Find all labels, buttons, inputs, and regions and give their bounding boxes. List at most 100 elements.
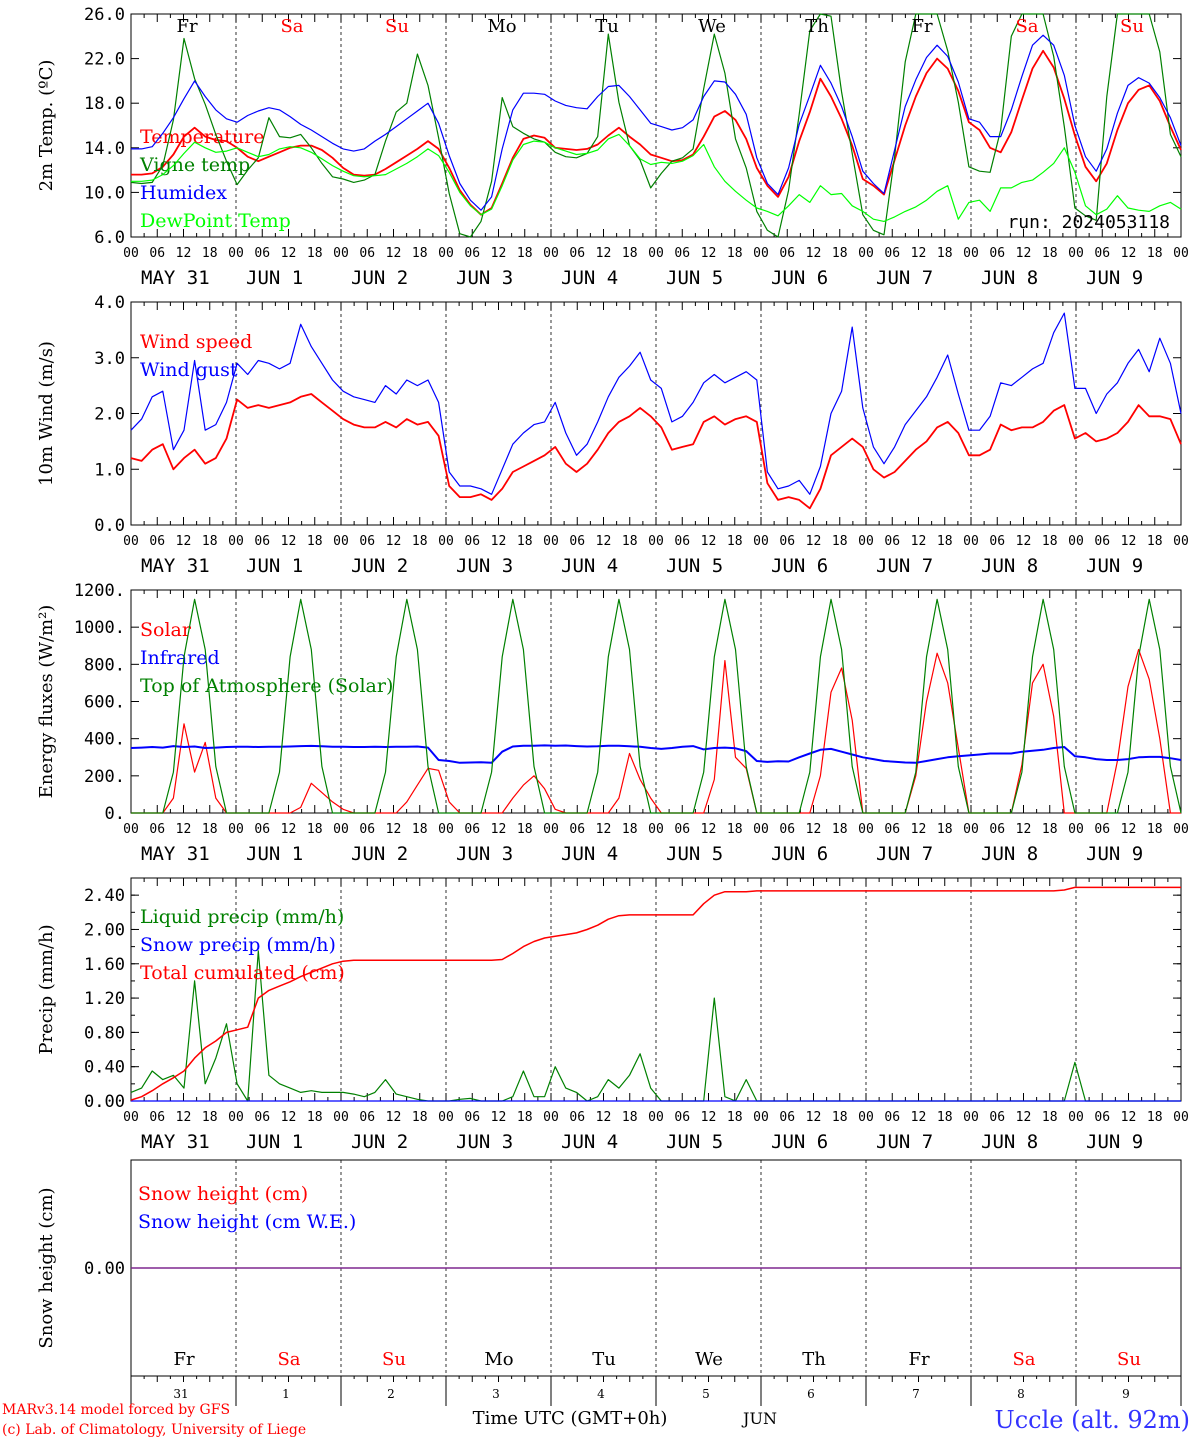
- x-hour-label: 06: [359, 534, 375, 549]
- x-hour-label: 00: [858, 246, 874, 261]
- x-hour-label: 18: [727, 1110, 743, 1125]
- x-hour-label: 12: [701, 822, 717, 837]
- y-tick-label: 200.: [84, 767, 125, 787]
- x-hour-label: 18: [937, 1110, 953, 1125]
- x-hour-label: 00: [438, 822, 454, 837]
- x-hour-label: 06: [779, 534, 795, 549]
- series-line-1: [130, 393, 1182, 510]
- y-tick-label: 0.00: [84, 1092, 125, 1112]
- x-hour-label: 12: [491, 534, 507, 549]
- x-hour-label: 06: [254, 246, 270, 261]
- y-tick-label: 22.0: [84, 50, 125, 70]
- x-hour-label: 00: [1068, 1110, 1084, 1125]
- bottom-weekday-label: Sa: [1012, 1349, 1035, 1370]
- x-date-label: JUN 5: [666, 267, 723, 289]
- x-hour-label: 00: [228, 246, 244, 261]
- x-hour-label: 00: [123, 534, 139, 549]
- x-hour-label: 12: [386, 1110, 402, 1125]
- x-hour-label: 18: [622, 246, 638, 261]
- bottom-day-number: 1: [282, 1387, 290, 1401]
- x-date-label: JUN 4: [561, 1131, 618, 1153]
- x-date-label: JUN 3: [456, 555, 513, 577]
- x-hour-label: 00: [438, 534, 454, 549]
- x-hour-label: 06: [779, 822, 795, 837]
- x-hour-label: 06: [569, 1110, 585, 1125]
- x-hour-label: 18: [412, 534, 428, 549]
- x-hour-label: 12: [806, 246, 822, 261]
- bottom-weekday-label: We: [695, 1349, 723, 1370]
- weekday-label: Th: [805, 16, 829, 37]
- x-hour-label: 12: [596, 534, 612, 549]
- x-hour-label: 06: [464, 534, 480, 549]
- x-hour-label: 12: [386, 246, 402, 261]
- y-tick-label: 1000.: [74, 618, 125, 638]
- y-tick-label: 14.0: [84, 139, 125, 159]
- bottom-weekday-label: Fr: [173, 1349, 194, 1370]
- x-date-label: JUN 6: [771, 1131, 828, 1153]
- x-hour-label: 00: [753, 534, 769, 549]
- y-tick-label: 0.80: [84, 1023, 125, 1043]
- bottom-day-number: 31: [173, 1387, 188, 1401]
- weekday-label: Tu: [595, 16, 619, 37]
- x-hour-label: 06: [989, 534, 1005, 549]
- x-hour-label: 18: [202, 246, 218, 261]
- x-date-label: JUN 4: [561, 555, 618, 577]
- y-tick-label: 800.: [84, 655, 125, 675]
- weekday-label: Sa: [1015, 16, 1038, 37]
- x-hour-label: 12: [1121, 534, 1137, 549]
- x-hour-label: 06: [254, 822, 270, 837]
- series-line-3: [131, 34, 1182, 211]
- x-hour-label: 06: [779, 246, 795, 261]
- y-tick-label: 1.20: [84, 989, 125, 1009]
- panel-1: 26.0 22.0 18.0 14.0 10.0 6.0 2m Temp. (ºC) Temp…: [36, 5, 1189, 289]
- bottom-date-strip: Fr Sa Su Mo Tu We Th Fr Sa Su 31 1 2 3 4 5 6 7 8 9: [130, 1349, 1182, 1406]
- x-date-label: JUN 7: [876, 267, 933, 289]
- x-hour-label: 06: [674, 822, 690, 837]
- x-date-label: JUN 5: [666, 843, 723, 865]
- x-date-label: JUN 4: [561, 843, 618, 865]
- x-date-label: JUN 9: [1086, 1131, 1143, 1153]
- x-hour-label: 00: [543, 246, 559, 261]
- x-hour-label: 18: [307, 534, 323, 549]
- y-tick-label: 1200.: [74, 581, 125, 601]
- x-hour-label: 12: [806, 534, 822, 549]
- x-hour-label: 12: [491, 1110, 507, 1125]
- x-hour-label: 18: [832, 822, 848, 837]
- bottom-weekday-label: Fr: [908, 1349, 929, 1370]
- x-hour-label: 12: [1121, 822, 1137, 837]
- x-hour-label: 06: [254, 1110, 270, 1125]
- weekday-label: Fr: [176, 16, 197, 37]
- y-axis-label: 2m Temp. (ºC): [36, 60, 57, 192]
- run-label: run: 2024053118: [1007, 212, 1170, 233]
- x-hour-label: 12: [701, 1110, 717, 1125]
- x-date-label: JUN 7: [876, 1131, 933, 1153]
- x-hour-label: 18: [832, 1110, 848, 1125]
- x-hour-label: 06: [989, 246, 1005, 261]
- x-hour-label: 18: [832, 246, 848, 261]
- x-hour-label: 12: [281, 534, 297, 549]
- x-hour-label: 00: [123, 1110, 139, 1125]
- x-hour-label: 00: [1173, 534, 1189, 549]
- x-hour-label: 06: [884, 246, 900, 261]
- x-date-label: JUN 2: [351, 843, 408, 865]
- panel-5: 0.00 Snow height (cm) Snow height (cm) Snow…: [36, 1159, 1182, 1377]
- x-hour-label: 00: [648, 246, 664, 261]
- y-tick-label: 26.0: [84, 5, 125, 25]
- x-hour-label: 06: [569, 822, 585, 837]
- y-tick-label: 1.60: [84, 955, 125, 975]
- y-tick-label: 10.0: [84, 183, 125, 203]
- x-hour-label: 00: [963, 1110, 979, 1125]
- x-hour-label: 06: [149, 1110, 165, 1125]
- x-date-label: JUN 9: [1086, 267, 1143, 289]
- y-tick-label: 600.: [84, 693, 125, 713]
- x-hour-label: 06: [674, 534, 690, 549]
- series-line-3: [131, 598, 1182, 814]
- x-hour-label: 00: [1173, 1110, 1189, 1125]
- y-tick-label: 2.00: [84, 920, 125, 940]
- x-hour-label: 12: [701, 534, 717, 549]
- x-hour-label: 00: [543, 1110, 559, 1125]
- x-hour-label: 12: [491, 822, 507, 837]
- x-hour-label: 00: [963, 822, 979, 837]
- weekday-label: Su: [385, 16, 409, 37]
- x-hour-label: 00: [438, 246, 454, 261]
